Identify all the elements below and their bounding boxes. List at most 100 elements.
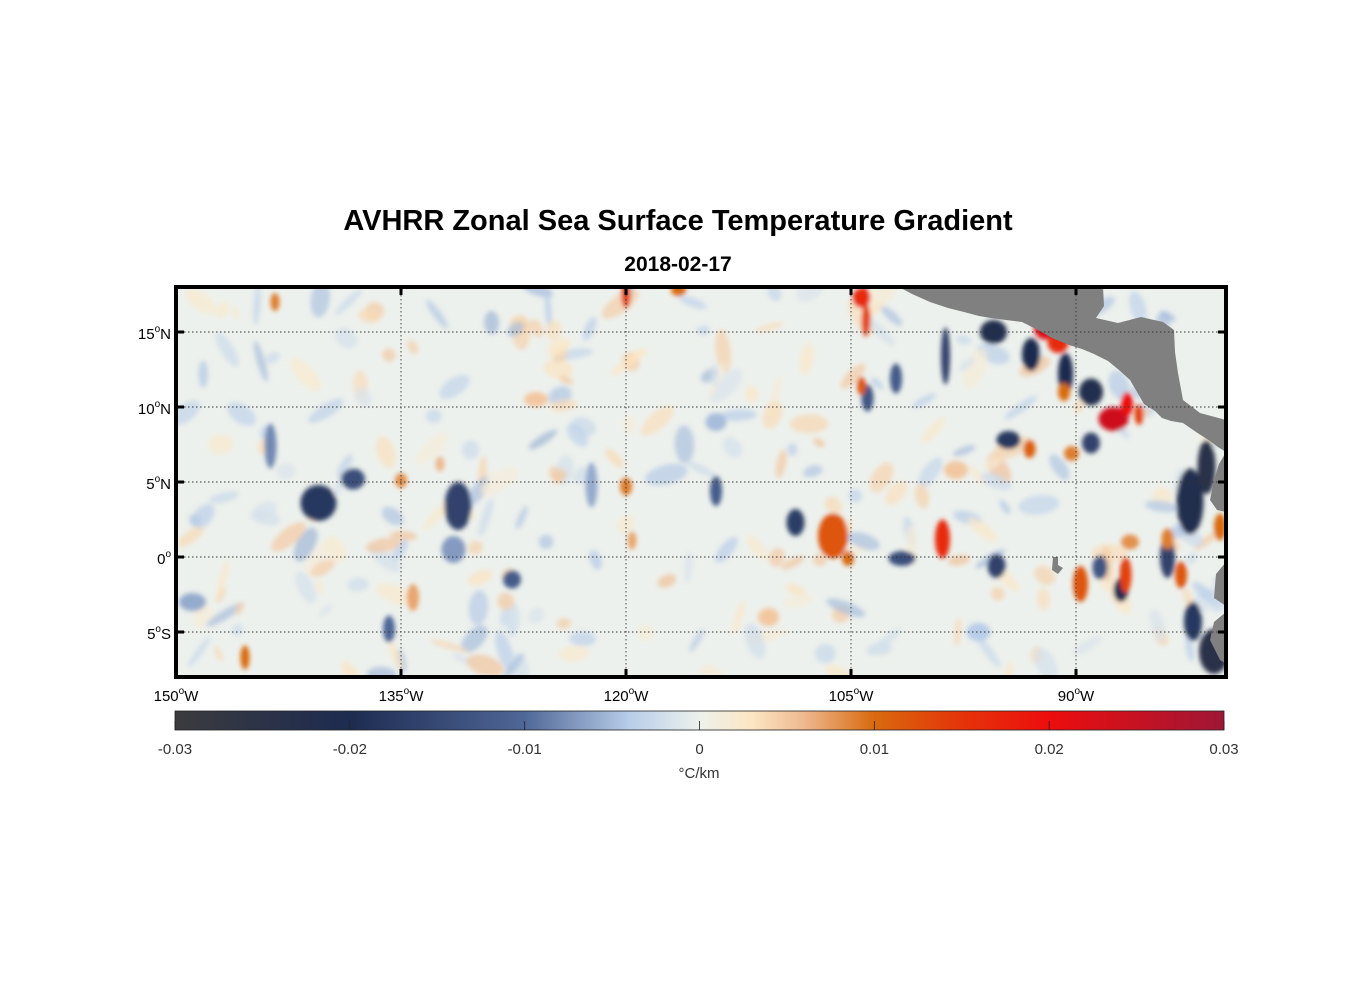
background-texture [786, 583, 806, 596]
background-texture [715, 536, 738, 563]
gradient-feature [1119, 557, 1132, 593]
background-texture [426, 409, 442, 424]
gradient-feature [818, 513, 848, 559]
gradient-feature [996, 431, 1021, 449]
background-texture [962, 348, 988, 389]
background-texture [657, 574, 677, 588]
background-texture [678, 295, 707, 310]
background-texture [324, 536, 346, 563]
background-texture [1149, 608, 1166, 642]
background-texture [813, 438, 825, 448]
background-texture [1034, 565, 1056, 586]
background-texture [866, 287, 896, 308]
background-texture [640, 405, 674, 436]
gradient-feature [407, 584, 419, 611]
background-texture [582, 316, 597, 341]
background-texture [556, 618, 571, 629]
background-texture [914, 483, 930, 509]
background-texture [208, 491, 239, 504]
background-texture [515, 506, 528, 530]
background-texture [558, 645, 590, 662]
background-texture [715, 329, 732, 373]
background-texture [528, 607, 545, 624]
background-texture [231, 623, 243, 636]
gradient-feature [341, 468, 365, 490]
background-texture [783, 594, 813, 608]
background-texture [544, 359, 573, 379]
chart-date-subtitle: 2018-02-17 [624, 253, 732, 276]
map-gridlines [176, 287, 1226, 677]
background-texture [722, 437, 743, 458]
gradient-feature [627, 531, 637, 550]
background-texture [545, 320, 562, 341]
background-texture [1130, 386, 1141, 400]
background-texture [507, 321, 525, 337]
background-texture [376, 436, 396, 468]
background-texture [848, 488, 862, 503]
latitude-label: 10oN [138, 399, 171, 418]
gradient-feature [758, 608, 779, 626]
background-texture [388, 641, 403, 670]
background-texture [315, 580, 324, 594]
background-texture [719, 409, 757, 422]
gradient-feature [852, 287, 871, 308]
gradient-feature [941, 327, 950, 385]
colorbar-tick-label: 0.01 [860, 741, 889, 758]
gradient-feature [585, 462, 598, 508]
background-texture [610, 349, 647, 376]
background-texture [559, 375, 574, 385]
gradient-feature [987, 554, 1006, 578]
background-texture [310, 559, 335, 577]
background-texture [999, 499, 1011, 515]
colorbar-tick-label: -0.02 [333, 741, 367, 758]
gradient-feature [1121, 392, 1133, 416]
background-texture [814, 643, 836, 664]
gradient-feature [1161, 528, 1174, 550]
background-texture [1129, 291, 1147, 325]
colorbar-ticks: -0.03 -0.02 -0.01 0 0.01 0.02 0.03 [158, 721, 1239, 758]
background-texture [980, 472, 1012, 491]
background-texture [381, 506, 404, 526]
longitude-label: 90oW [1058, 686, 1095, 705]
background-texture [319, 604, 333, 617]
background-texture [775, 449, 787, 479]
background-texture [552, 469, 567, 484]
background-texture [439, 374, 470, 400]
background-texture [334, 288, 363, 315]
background-texture [206, 602, 244, 627]
background-texture [227, 402, 256, 426]
background-texture [214, 645, 223, 662]
gradient-feature [264, 423, 277, 469]
background-texture [497, 592, 515, 610]
gradient-feature [1092, 555, 1108, 580]
background-texture [461, 440, 480, 460]
background-texture [1144, 500, 1179, 513]
background-texture [293, 527, 318, 562]
background-texture [569, 631, 596, 646]
gradient-feature [270, 293, 280, 311]
background-texture [991, 586, 1005, 601]
background-texture [952, 445, 976, 457]
background-texture [755, 322, 783, 333]
background-texture [215, 332, 239, 368]
background-texture [958, 357, 975, 372]
gradient-feature [1023, 440, 1036, 458]
gradient-feature [944, 461, 968, 479]
background-texture [407, 340, 419, 354]
background-texture [710, 363, 719, 387]
background-texture [709, 368, 743, 403]
gradient-field [176, 287, 1226, 677]
latitude-labels: 15oN 10oN 5oN 0o 5oS [138, 324, 172, 643]
gradient-feature [441, 536, 466, 563]
background-texture [881, 306, 903, 326]
background-texture [390, 530, 418, 541]
background-texture [276, 463, 296, 480]
background-texture [188, 636, 211, 668]
background-texture [365, 537, 401, 553]
background-texture [216, 559, 230, 599]
gradient-feature [842, 551, 854, 566]
background-texture [684, 551, 694, 583]
background-texture [528, 429, 558, 450]
background-texture [674, 425, 695, 464]
background-texture [746, 535, 768, 561]
